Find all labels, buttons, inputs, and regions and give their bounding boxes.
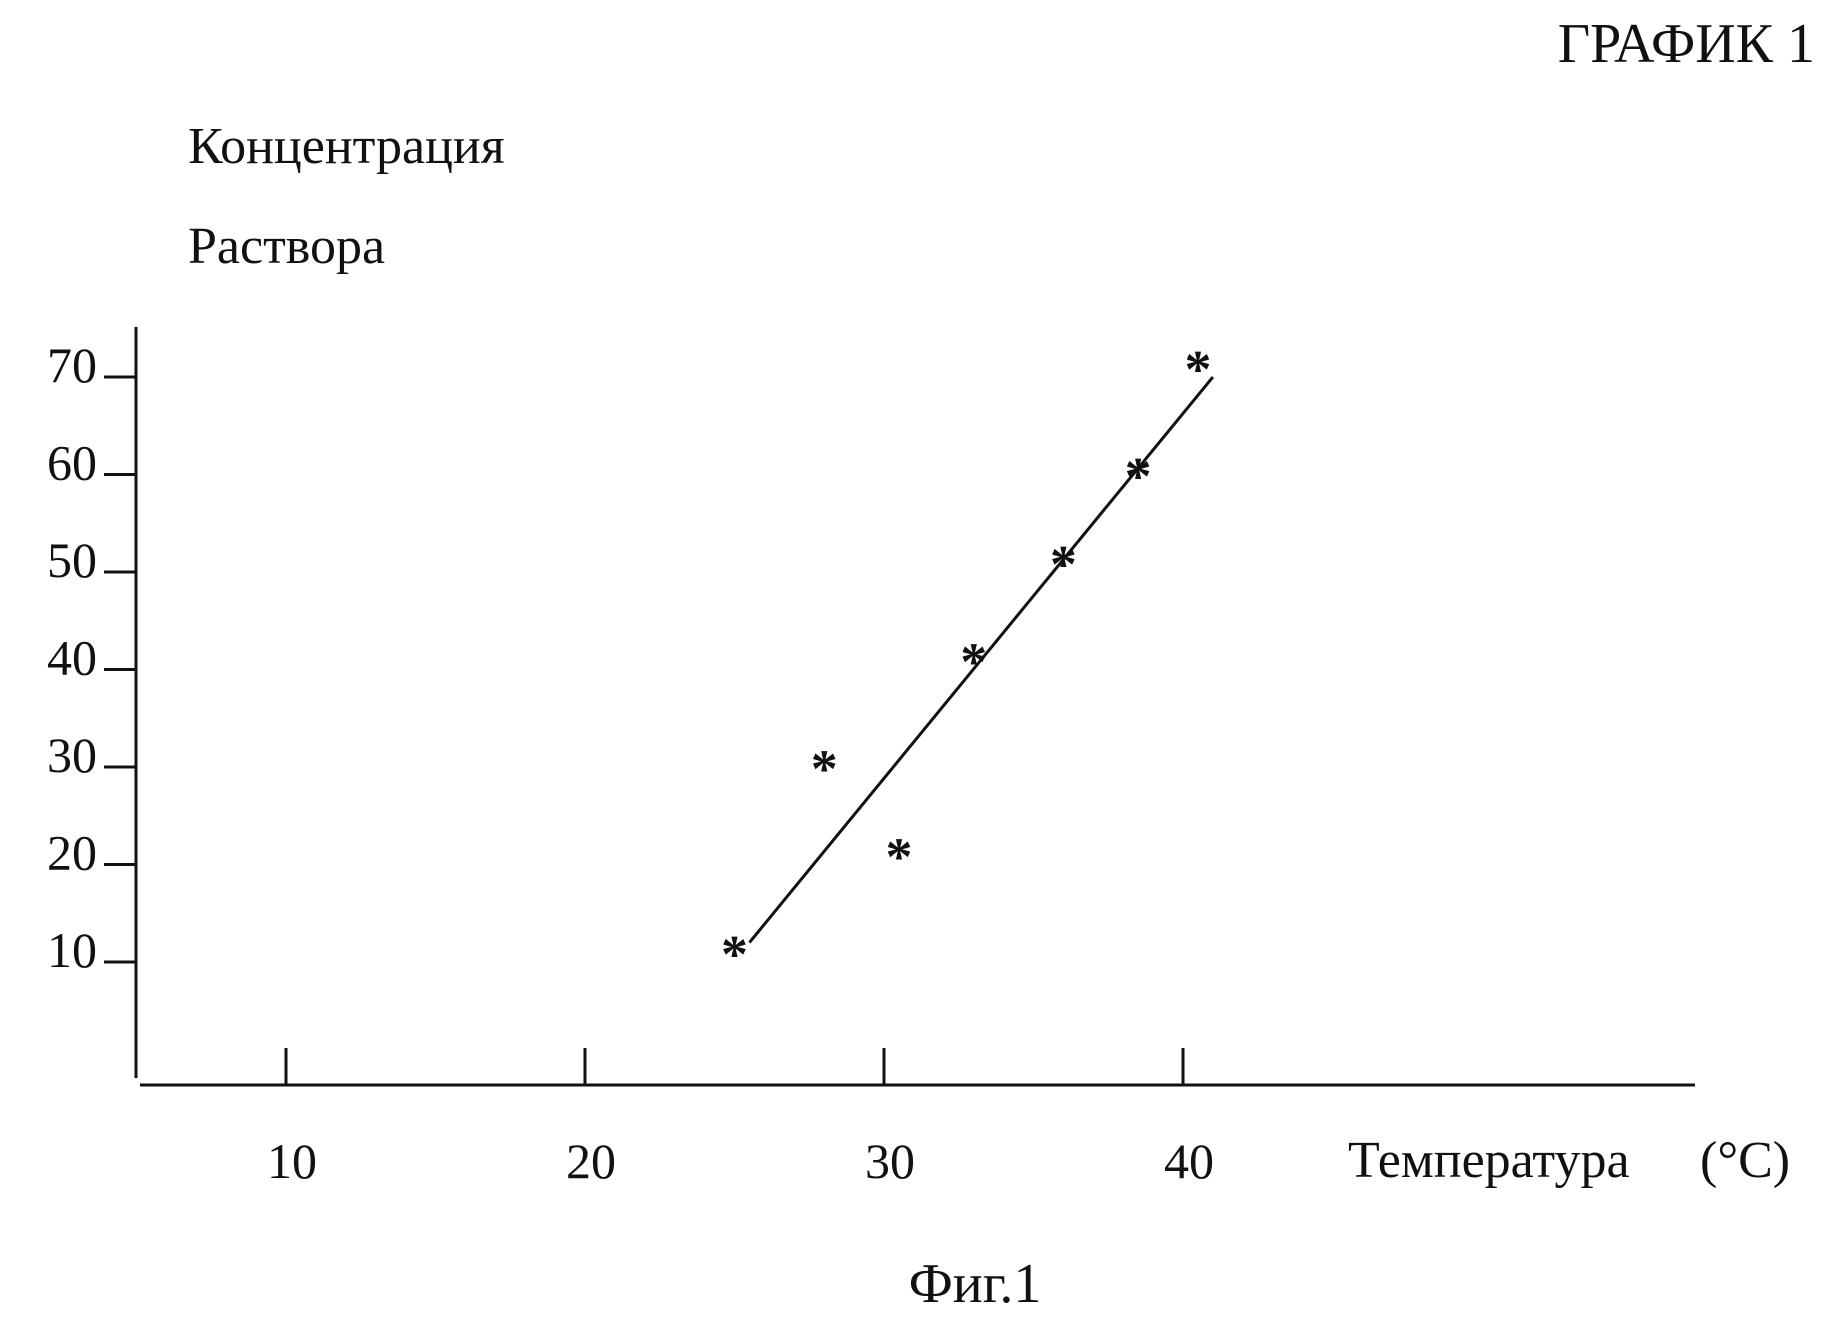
x-tick-label: 30	[865, 1133, 915, 1189]
x-tick-label: 10	[267, 1133, 317, 1189]
y-tick-label: 20	[47, 825, 97, 881]
data-point: *	[1050, 534, 1077, 594]
y-tick-label: 50	[47, 532, 97, 588]
figure-caption: Фиг.1	[909, 1253, 1042, 1315]
points-layer: * * * * * * *	[721, 339, 1211, 984]
data-point: *	[885, 827, 912, 887]
y-ticks: 10 20 30 40 50 60 70	[47, 337, 136, 978]
y-tick-label: 30	[47, 727, 97, 783]
y-tick-label: 70	[47, 337, 97, 393]
data-point: *	[811, 739, 838, 799]
x-ticks: 10 20 30 40	[267, 1048, 1214, 1189]
x-axis-unit: (°C)	[1700, 1132, 1790, 1189]
y-axis-label-line-2: Раствора	[188, 218, 385, 275]
trend-line	[748, 376, 1215, 944]
fit-layer	[748, 376, 1215, 944]
y-tick-label: 60	[47, 435, 97, 491]
y-axis-label-line-1: Концентрация	[188, 118, 505, 175]
data-point: *	[960, 632, 987, 692]
figure-header-label: ГРАФИК 1	[1558, 13, 1815, 75]
data-point: *	[1125, 447, 1152, 507]
x-axis-label: Температура	[1348, 1132, 1630, 1189]
data-point: *	[1184, 339, 1211, 399]
x-tick-label: 40	[1164, 1133, 1214, 1189]
x-tick-label: 20	[566, 1133, 616, 1189]
y-tick-label: 40	[47, 630, 97, 686]
data-point: *	[721, 924, 748, 984]
y-tick-label: 10	[47, 922, 97, 978]
